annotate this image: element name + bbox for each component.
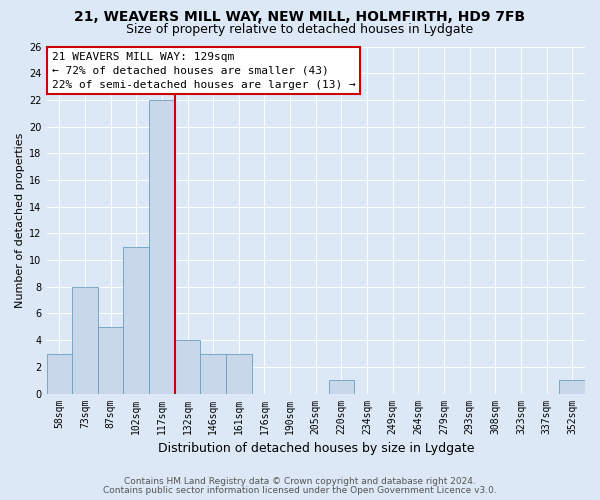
Text: 21 WEAVERS MILL WAY: 129sqm
← 72% of detached houses are smaller (43)
22% of sem: 21 WEAVERS MILL WAY: 129sqm ← 72% of det… bbox=[52, 52, 356, 90]
Bar bbox=[149, 100, 175, 394]
Bar bbox=[559, 380, 585, 394]
Bar bbox=[329, 380, 354, 394]
Text: 21, WEAVERS MILL WAY, NEW MILL, HOLMFIRTH, HD9 7FB: 21, WEAVERS MILL WAY, NEW MILL, HOLMFIRT… bbox=[74, 10, 526, 24]
Text: Contains public sector information licensed under the Open Government Licence v3: Contains public sector information licen… bbox=[103, 486, 497, 495]
Bar bbox=[175, 340, 200, 394]
Bar bbox=[47, 354, 72, 394]
Bar bbox=[226, 354, 251, 394]
Bar bbox=[72, 287, 98, 394]
Y-axis label: Number of detached properties: Number of detached properties bbox=[15, 132, 25, 308]
Text: Size of property relative to detached houses in Lydgate: Size of property relative to detached ho… bbox=[127, 24, 473, 36]
Bar bbox=[200, 354, 226, 394]
Text: Contains HM Land Registry data © Crown copyright and database right 2024.: Contains HM Land Registry data © Crown c… bbox=[124, 477, 476, 486]
X-axis label: Distribution of detached houses by size in Lydgate: Distribution of detached houses by size … bbox=[158, 442, 474, 455]
Bar bbox=[124, 246, 149, 394]
Bar bbox=[98, 327, 124, 394]
